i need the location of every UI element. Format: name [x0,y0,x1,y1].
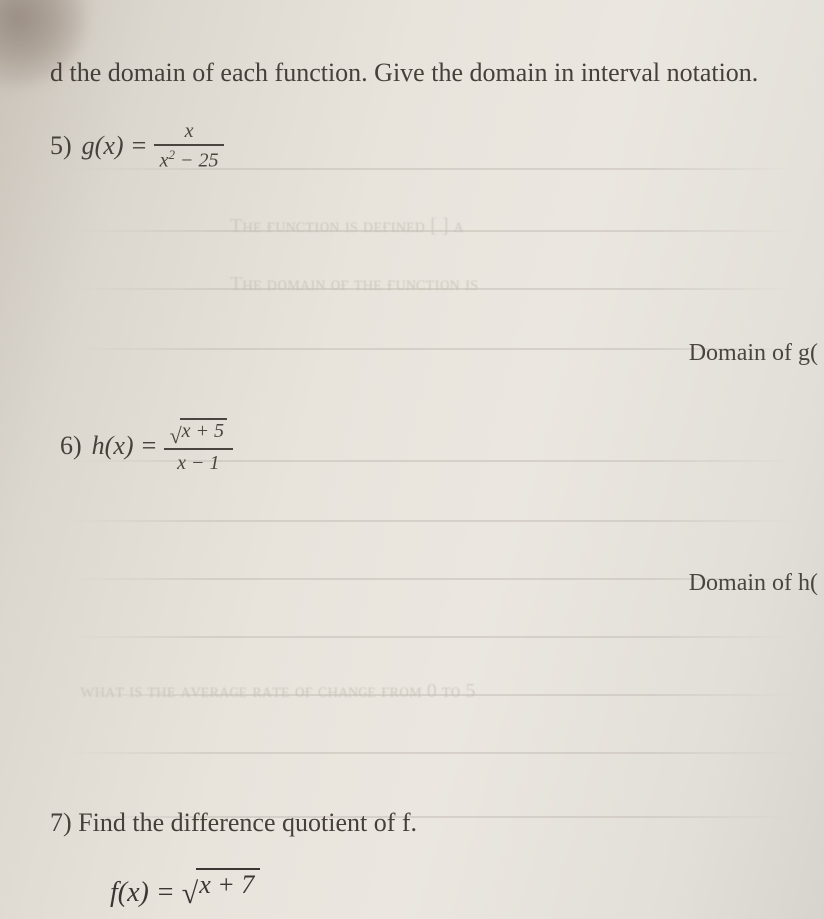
rule-line [70,752,794,754]
fraction-bar [154,144,225,146]
q6-radicand: x + 5 [180,418,227,442]
fx-lhs: f(x) = [110,877,182,908]
q5-lhs: g(x) = [82,131,148,161]
q6-fraction: √ x + 5 x − 1 [164,418,233,474]
q6-numerator: √ x + 5 [164,418,233,446]
rule-line [70,348,794,350]
question-6: 6) h(x) = √ x + 5 x − 1 [60,418,824,474]
q5-denominator: x2 − 25 [154,148,225,172]
fx-sqrt: √ x + 7 [182,868,261,900]
q5-den-rest: − 25 [175,150,219,172]
rule-line [70,636,794,638]
bleed-text: ᴡʜᴀᴛ ɪs ᴛʜᴇ ᴀᴠᴇʀᴀɢᴇ ʀᴀᴛᴇ ᴏғ ᴄʜᴀɴɢᴇ ғʀᴏᴍ … [80,680,476,703]
bleed-text: Tʜᴇ ғᴜɴᴄᴛɪᴏɴ ɪs ᴅᴇғɪɴᴇᴅ [ ] ᴀ [230,215,464,238]
rule-line [70,520,794,522]
bleed-text: Tʜᴇ ᴅᴏᴍᴀɪɴ ᴏғ ᴛʜᴇ ғᴜɴᴄᴛɪᴏɴ ɪs [230,273,478,296]
domain-of-h-label: Domain of h( [689,570,818,597]
question-5: 5) g(x) = x x2 − 25 [50,120,824,172]
rule-line [70,578,794,580]
fx-definition: f(x) = √ x + 7 [110,868,824,909]
radical-sign: √ [170,428,182,444]
radical-sign: √ [182,886,198,902]
q5-numerator: x [179,120,200,142]
fx-radicand: x + 7 [196,868,260,900]
question-7: 7) Find the difference quotient of f. [50,808,824,838]
q5-number: 5) [50,131,72,161]
worksheet-page: Tʜᴇ ғᴜɴᴄᴛɪᴏɴ ɪs ᴅᴇғɪɴᴇᴅ [ ] ᴀ Tʜᴇ ᴅᴏᴍᴀɪɴ… [0,0,824,919]
fraction-bar [164,448,233,450]
q6-denominator: x − 1 [171,452,225,474]
domain-of-g-label: Domain of g( [689,340,818,367]
instruction-text: d the domain of each function. Give the … [50,58,824,88]
q6-number: 6) [60,431,82,461]
q6-sqrt: √ x + 5 [170,418,227,442]
q6-lhs: h(x) = [92,431,158,461]
q5-fraction: x x2 − 25 [154,120,225,172]
